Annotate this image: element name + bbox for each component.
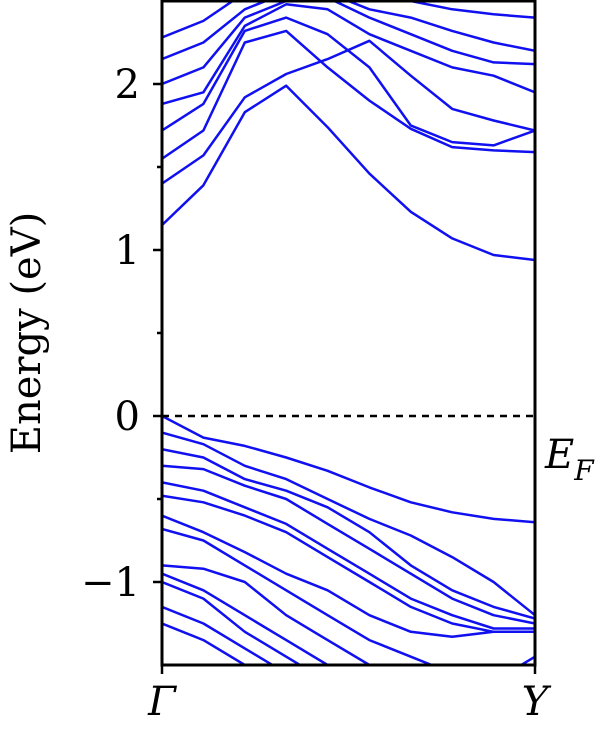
band-line	[162, 447, 535, 620]
y-tick-label: 2	[115, 62, 140, 108]
band-line	[162, 29, 535, 160]
y-axis-label: Energy (eV)	[4, 212, 50, 454]
y-tick-label: 1	[115, 228, 140, 274]
band-line	[162, 564, 535, 665]
band-line	[162, 527, 435, 665]
band-line	[162, 1, 535, 39]
band-line	[162, 494, 535, 634]
band-line	[162, 572, 331, 665]
fermi-label-sub: F	[573, 454, 595, 487]
band-line	[162, 431, 535, 617]
band-line	[162, 622, 248, 665]
band-line	[162, 3, 535, 106]
fermi-label-main: E	[544, 432, 574, 478]
band-line	[162, 414, 535, 524]
y-tick-label: −1	[81, 560, 140, 606]
band-line	[162, 580, 303, 665]
x-tick-label: Y	[522, 679, 552, 725]
y-tick-label: 0	[115, 394, 140, 440]
band-line	[162, 514, 535, 639]
band-line	[162, 481, 535, 630]
fermi-label: EF	[544, 432, 595, 487]
x-tick-label: Γ	[147, 679, 177, 725]
band-line	[162, 84, 535, 262]
band-line	[162, 464, 535, 625]
band-line	[162, 605, 275, 665]
band-line	[162, 39, 535, 185]
bands	[162, 1, 535, 665]
band-line	[162, 1, 535, 86]
band-line	[162, 16, 535, 147]
